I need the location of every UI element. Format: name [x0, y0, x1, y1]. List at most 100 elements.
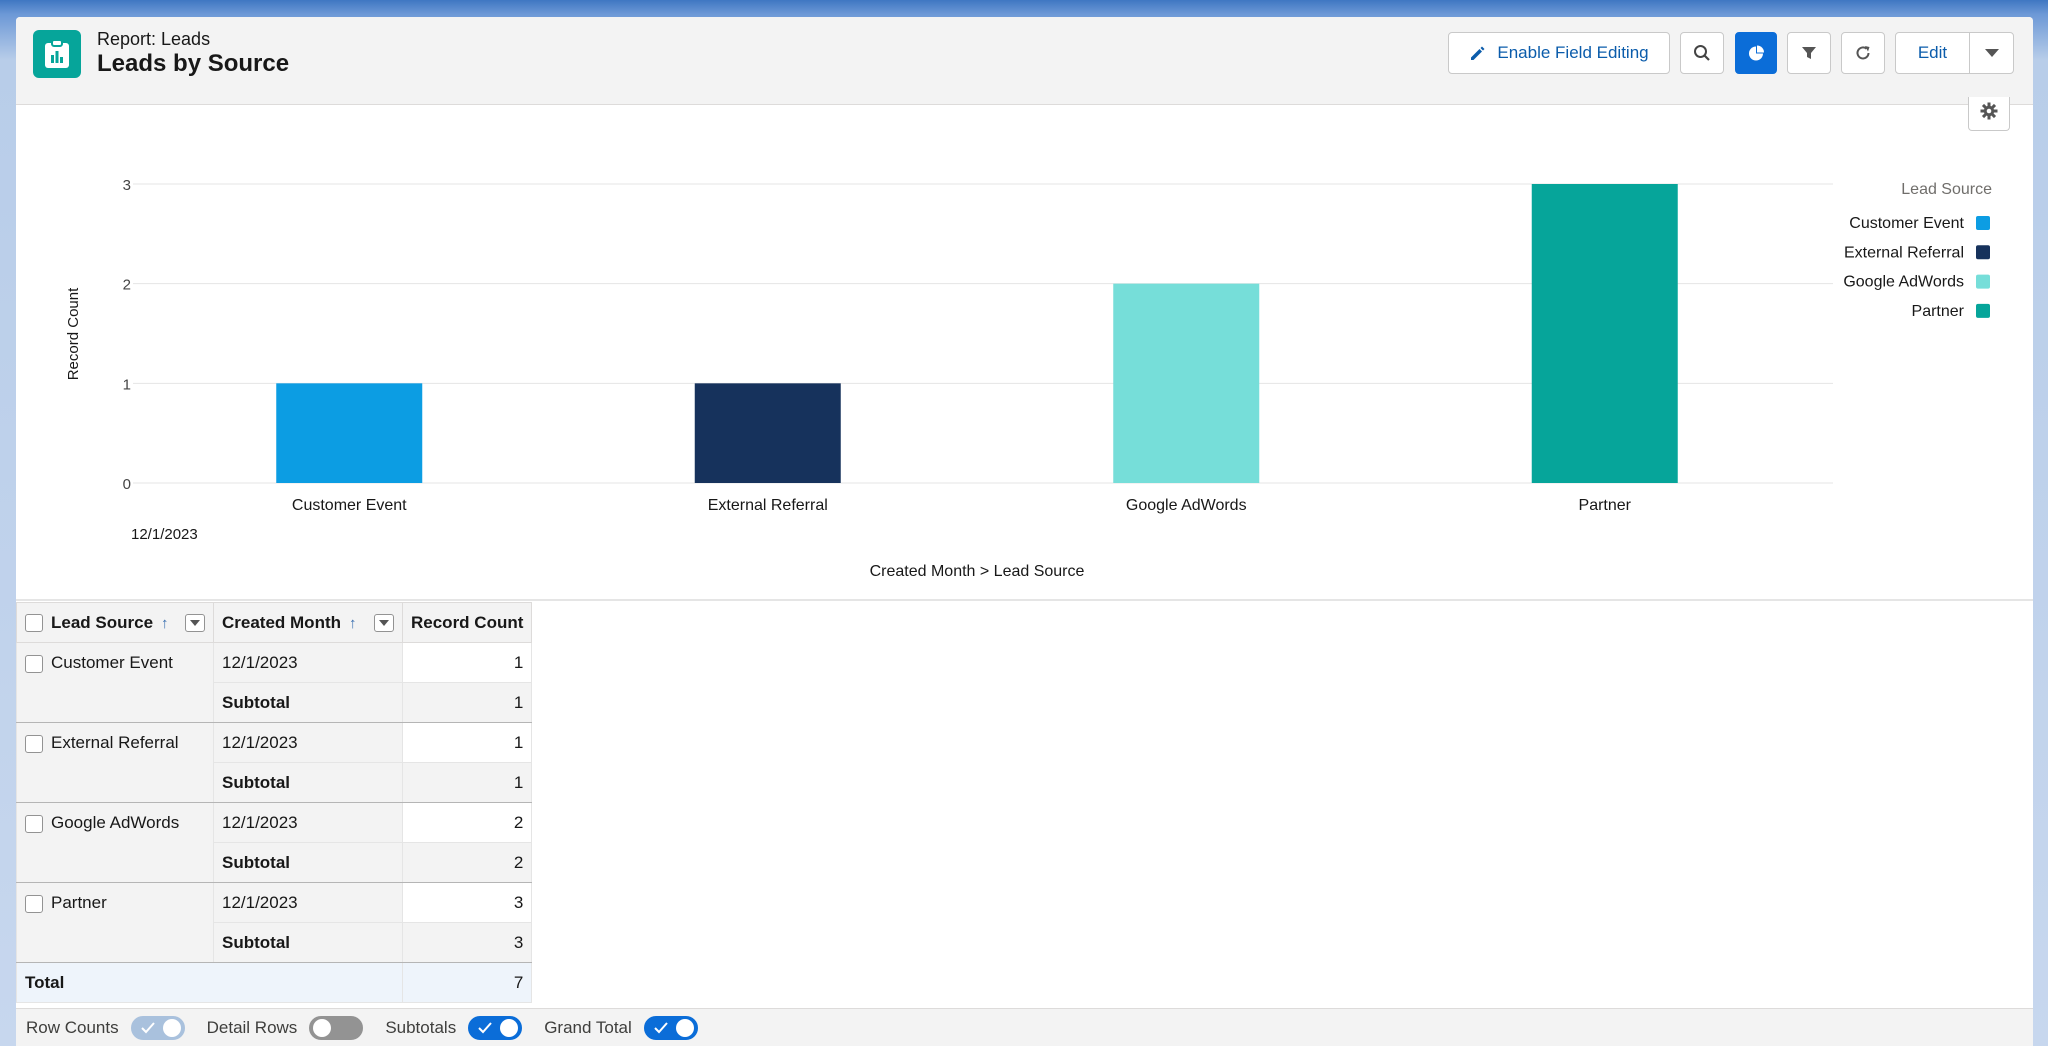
- group-cell: Customer Event: [16, 642, 214, 723]
- subtotal-label: Subtotal: [213, 682, 403, 723]
- pie-chart-icon: [1747, 44, 1765, 62]
- table-row: Partner 12/1/2023 3: [16, 882, 533, 963]
- x-axis-label: Created Month > Lead Source: [870, 563, 1085, 580]
- column-menu-chevron-down-icon[interactable]: [185, 614, 205, 632]
- table-row: Customer Event 12/1/2023 1: [16, 642, 533, 723]
- column-header-created-month[interactable]: Created Month ↑: [213, 602, 403, 643]
- legend-title: Lead Source: [1901, 181, 1992, 198]
- legend-swatch: [1976, 216, 1990, 230]
- group-cell: Partner: [16, 882, 214, 963]
- subtotal-value: 2: [401, 842, 533, 883]
- subtotal-row: Subtotal 1: [17, 762, 533, 803]
- row-counts-toggle-item: Row Counts: [26, 1015, 185, 1040]
- record-count-cell: 3: [401, 882, 533, 923]
- enable-field-editing-label: Enable Field Editing: [1497, 43, 1649, 62]
- search-button[interactable]: [1680, 32, 1724, 74]
- row-counts-label: Row Counts: [26, 1017, 119, 1037]
- report-header: Report: Leads Leads by Source Enable Fie…: [16, 17, 2033, 105]
- bar-partner: [1531, 184, 1678, 483]
- pencil-icon: [1469, 44, 1487, 62]
- refresh-button[interactable]: [1841, 32, 1885, 74]
- row-counts-toggle[interactable]: [130, 1015, 185, 1040]
- group-cell: External Referral: [16, 722, 214, 803]
- subtotal-label: Subtotal: [213, 842, 403, 883]
- legend-entry-label: Google AdWords: [1843, 274, 1964, 291]
- edit-button[interactable]: Edit: [1895, 32, 1970, 74]
- record-count-cell: 2: [401, 802, 533, 843]
- subtotal-row: Subtotal 3: [17, 922, 533, 963]
- created-month-cell: 12/1/2023: [213, 882, 403, 923]
- search-icon: [1693, 44, 1711, 62]
- y-axis-label: Record Count: [65, 287, 82, 380]
- bar-external-referral: [694, 383, 841, 483]
- column-header-label: Created Month: [222, 612, 341, 632]
- y-tick-label: 2: [123, 277, 131, 294]
- more-actions-button[interactable]: [1969, 32, 2014, 74]
- created-month-cell: 12/1/2023: [213, 642, 403, 683]
- chart-toggle-button[interactable]: [1735, 32, 1777, 74]
- bar-customer-event: [276, 383, 423, 483]
- subtotals-toggle[interactable]: [468, 1015, 523, 1040]
- enable-field-editing-button[interactable]: Enable Field Editing: [1448, 32, 1670, 74]
- chevron-down-icon: [1984, 48, 2000, 58]
- table-header-row: Lead Source ↑ Created Month ↑ Record Count: [16, 602, 533, 643]
- legend-swatch: [1976, 303, 1990, 318]
- group-cell: Google AdWords: [16, 802, 214, 883]
- y-tick-label: 0: [123, 476, 131, 493]
- grand-total-toggle[interactable]: [643, 1015, 698, 1040]
- legend-entry-label: Partner: [1912, 303, 1965, 320]
- bar-chart: 0 1 2 3 Record Count Customer Event External R…: [65, 177, 1992, 580]
- detail-rows-toggle-item: Detail Rows: [206, 1015, 364, 1040]
- sort-ascending-icon: ↑: [161, 614, 169, 632]
- select-all-checkbox[interactable]: [25, 614, 43, 633]
- chart-settings-button[interactable]: [1968, 97, 2010, 131]
- subtotal-label: Subtotal: [213, 922, 403, 963]
- column-menu-chevron-down-icon[interactable]: [374, 614, 394, 632]
- filter-icon: [1801, 45, 1817, 61]
- detail-rows-label: Detail Rows: [206, 1017, 298, 1037]
- total-label: Total: [16, 962, 403, 1003]
- column-header-lead-source[interactable]: Lead Source ↑: [16, 602, 214, 643]
- report-clipboard-icon: [33, 30, 81, 78]
- subtotal-value: 1: [401, 762, 533, 803]
- x-group-label: 12/1/2023: [131, 526, 198, 543]
- chart-divider: [16, 599, 2033, 601]
- y-tick-label: 3: [123, 177, 131, 194]
- row-checkbox[interactable]: [25, 814, 43, 833]
- legend-swatch: [1976, 245, 1990, 260]
- grand-total-label: Grand Total: [544, 1017, 632, 1037]
- row-checkbox[interactable]: [25, 894, 43, 913]
- report-footer: Row Counts Detail Rows Subtotals Grand T…: [16, 1008, 2033, 1046]
- lead-source-label: External Referral: [51, 733, 179, 752]
- report-type-label: Report: Leads: [97, 29, 211, 49]
- row-checkbox[interactable]: [25, 734, 43, 753]
- total-value: 7: [401, 962, 533, 1003]
- subtotals-toggle-item: Subtotals: [385, 1015, 523, 1040]
- record-count-cell: 1: [401, 722, 533, 763]
- table-row: External Referral 12/1/2023 1: [16, 722, 533, 803]
- table-row: Google AdWords 12/1/2023 2: [16, 802, 533, 883]
- row-checkbox[interactable]: [25, 654, 43, 673]
- bar-google-adwords: [1113, 283, 1260, 483]
- refresh-icon: [1854, 44, 1872, 62]
- x-tick-label: Partner: [1579, 497, 1632, 514]
- lead-source-label: Google AdWords: [51, 813, 180, 832]
- total-row: Total 7: [16, 962, 533, 1003]
- created-month-cell: 12/1/2023: [213, 802, 403, 843]
- report-frame: Report: Leads Leads by Source Enable Fie…: [16, 17, 2033, 1046]
- y-tick-label: 1: [123, 376, 131, 393]
- sort-ascending-icon: ↑: [349, 614, 357, 632]
- column-header-record-count[interactable]: Record Count: [401, 602, 533, 643]
- legend-entry-label: Customer Event: [1849, 215, 1964, 232]
- subtotal-value: 3: [401, 922, 533, 963]
- filter-button[interactable]: [1787, 32, 1831, 74]
- page-title: Leads by Source: [97, 50, 290, 77]
- lead-source-label: Partner: [51, 893, 107, 912]
- grand-total-toggle-item: Grand Total: [544, 1015, 698, 1040]
- report-table: Lead Source ↑ Created Month ↑ Record Count…: [16, 602, 533, 1003]
- legend-swatch: [1976, 274, 1990, 289]
- gear-icon: [1980, 102, 1998, 125]
- column-header-label: Lead Source: [51, 612, 154, 632]
- subtotals-label: Subtotals: [385, 1017, 457, 1037]
- detail-rows-toggle[interactable]: [309, 1015, 364, 1040]
